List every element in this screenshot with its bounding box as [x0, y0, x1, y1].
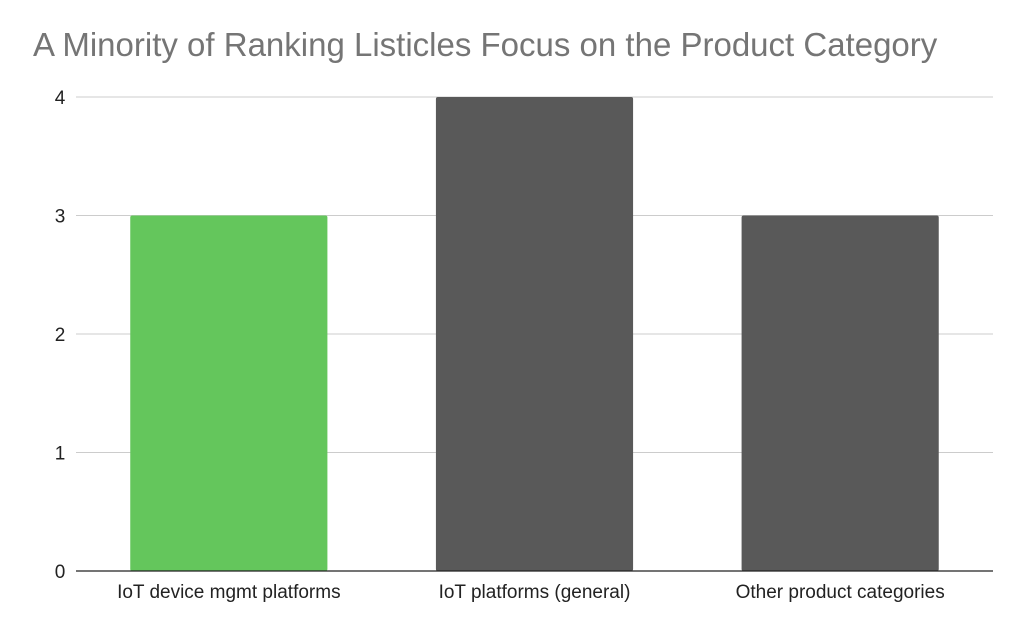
category-label: IoT platforms (general) — [439, 582, 631, 603]
labels: 0 1 2 3 4 IoT device mgmt platforms IoT platfo… — [55, 88, 945, 603]
y-tick-label: 4 — [55, 88, 66, 109]
y-tick-label: 2 — [55, 325, 66, 346]
chart-title: A Minority of Ranking Listicles Focus on… — [33, 26, 938, 63]
category-label: IoT device mgmt platforms — [117, 582, 341, 603]
y-tick-label: 3 — [55, 207, 66, 228]
bar-3 — [741, 215, 939, 571]
bar-1 — [130, 215, 328, 571]
y-tick-label: 1 — [55, 444, 66, 465]
bar-2 — [435, 97, 634, 571]
y-tick-label: 0 — [55, 562, 66, 583]
category-label: Other product categories — [736, 582, 945, 603]
bars — [130, 97, 939, 571]
